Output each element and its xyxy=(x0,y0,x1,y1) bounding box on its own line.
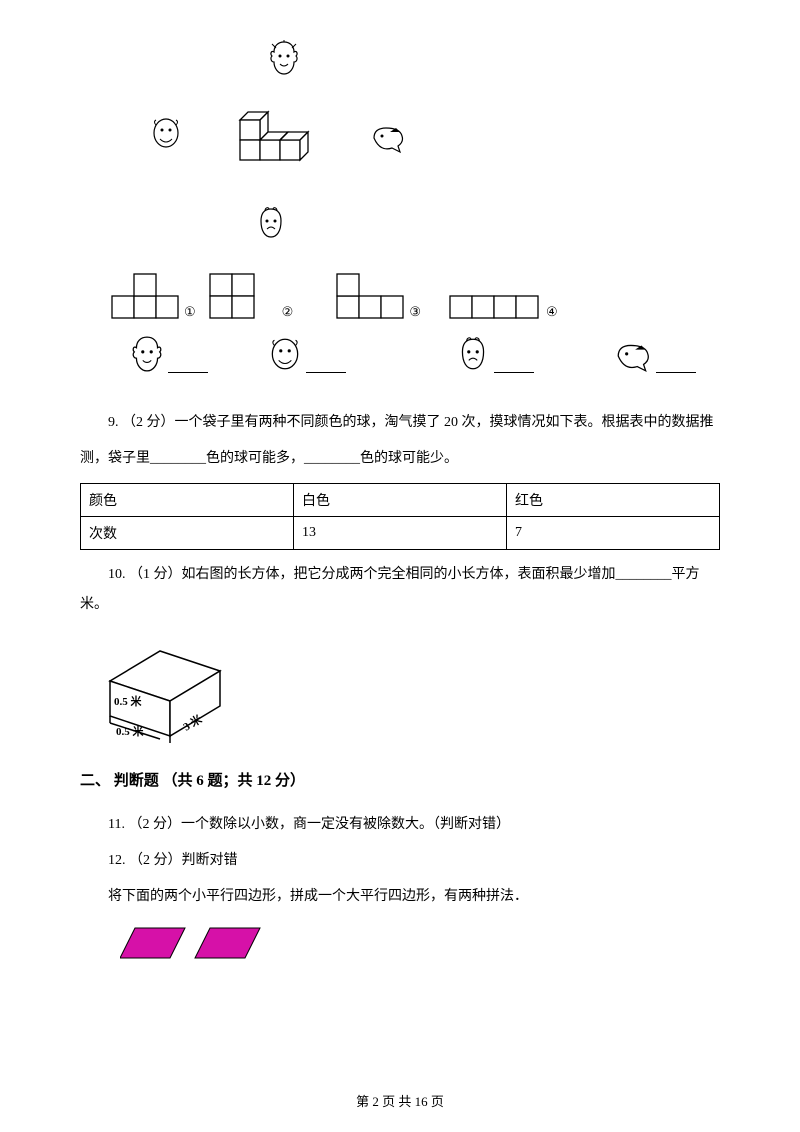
q12-subtext: 将下面的两个小平行四边形，拼成一个大平行四边形，有两种拼法． xyxy=(80,882,720,913)
q11-text: 11. （2 分）一个数除以小数，商一定没有被除数大。（判断对错） xyxy=(80,810,720,841)
face-answer-2 xyxy=(268,335,346,373)
shape-label-2: ② xyxy=(282,304,294,320)
shape-label-3: ③ xyxy=(409,304,421,320)
q12-text: 12. （2 分）判断对错 xyxy=(80,846,720,877)
shape-option-2: ② xyxy=(208,270,306,320)
section2-heading: 二、 判断题 （共 6 题；共 12 分） xyxy=(80,769,720,790)
shape-option-1: ① xyxy=(110,270,208,320)
table-cell: 红色 xyxy=(507,483,720,516)
shape-label-4: ④ xyxy=(546,304,558,320)
question8-figure-top xyxy=(120,40,440,240)
face-top-icon xyxy=(268,40,300,76)
q9-table: 颜色 白色 红色 次数 13 7 xyxy=(80,483,720,550)
cuboid-label-h: 0.5 米 xyxy=(114,694,143,708)
page-footer: 第 2 页 共 16 页 xyxy=(0,1091,800,1110)
shape-option-4: ④ xyxy=(448,292,570,320)
face-right-icon xyxy=(370,122,402,158)
face-answer-3 xyxy=(456,335,534,373)
face-answer-1 xyxy=(130,335,208,373)
table-cell: 颜色 xyxy=(81,483,294,516)
table-row: 次数 13 7 xyxy=(81,516,720,549)
q9-text-line1: 9. （2 分）一个袋子里有两种不同颜色的球，淘气摸了 20 次，摸球情况如下表… xyxy=(80,408,720,439)
shape-options-row: ① ② ③ ④ xyxy=(110,260,720,320)
cube-3d-icon xyxy=(220,110,320,180)
face-answer-4 xyxy=(614,339,696,373)
answer-blank-1[interactable] xyxy=(168,359,208,373)
face-left-icon xyxy=(150,115,182,151)
face-bottom-icon xyxy=(255,205,287,241)
answer-blank-4[interactable] xyxy=(656,359,696,373)
table-cell: 次数 xyxy=(81,516,294,549)
parallelogram-figure xyxy=(120,923,720,968)
q9-text-line2: 测，袋子里________色的球可能多，________色的球可能少。 xyxy=(80,444,720,475)
shape-label-1: ① xyxy=(184,304,196,320)
table-cell: 13 xyxy=(294,516,507,549)
table-cell: 7 xyxy=(507,516,720,549)
table-cell: 白色 xyxy=(294,483,507,516)
faces-answer-row xyxy=(130,335,720,373)
q10-text: 10. （1 分）如右图的长方体，把它分成两个完全相同的小长方体，表面积最少增加… xyxy=(80,560,720,622)
answer-blank-3[interactable] xyxy=(494,359,534,373)
table-row: 颜色 白色 红色 xyxy=(81,483,720,516)
answer-blank-2[interactable] xyxy=(306,359,346,373)
shape-option-3: ③ xyxy=(335,270,433,320)
cuboid-figure: 0.5 米 0.5 米 3 米 xyxy=(100,641,230,751)
